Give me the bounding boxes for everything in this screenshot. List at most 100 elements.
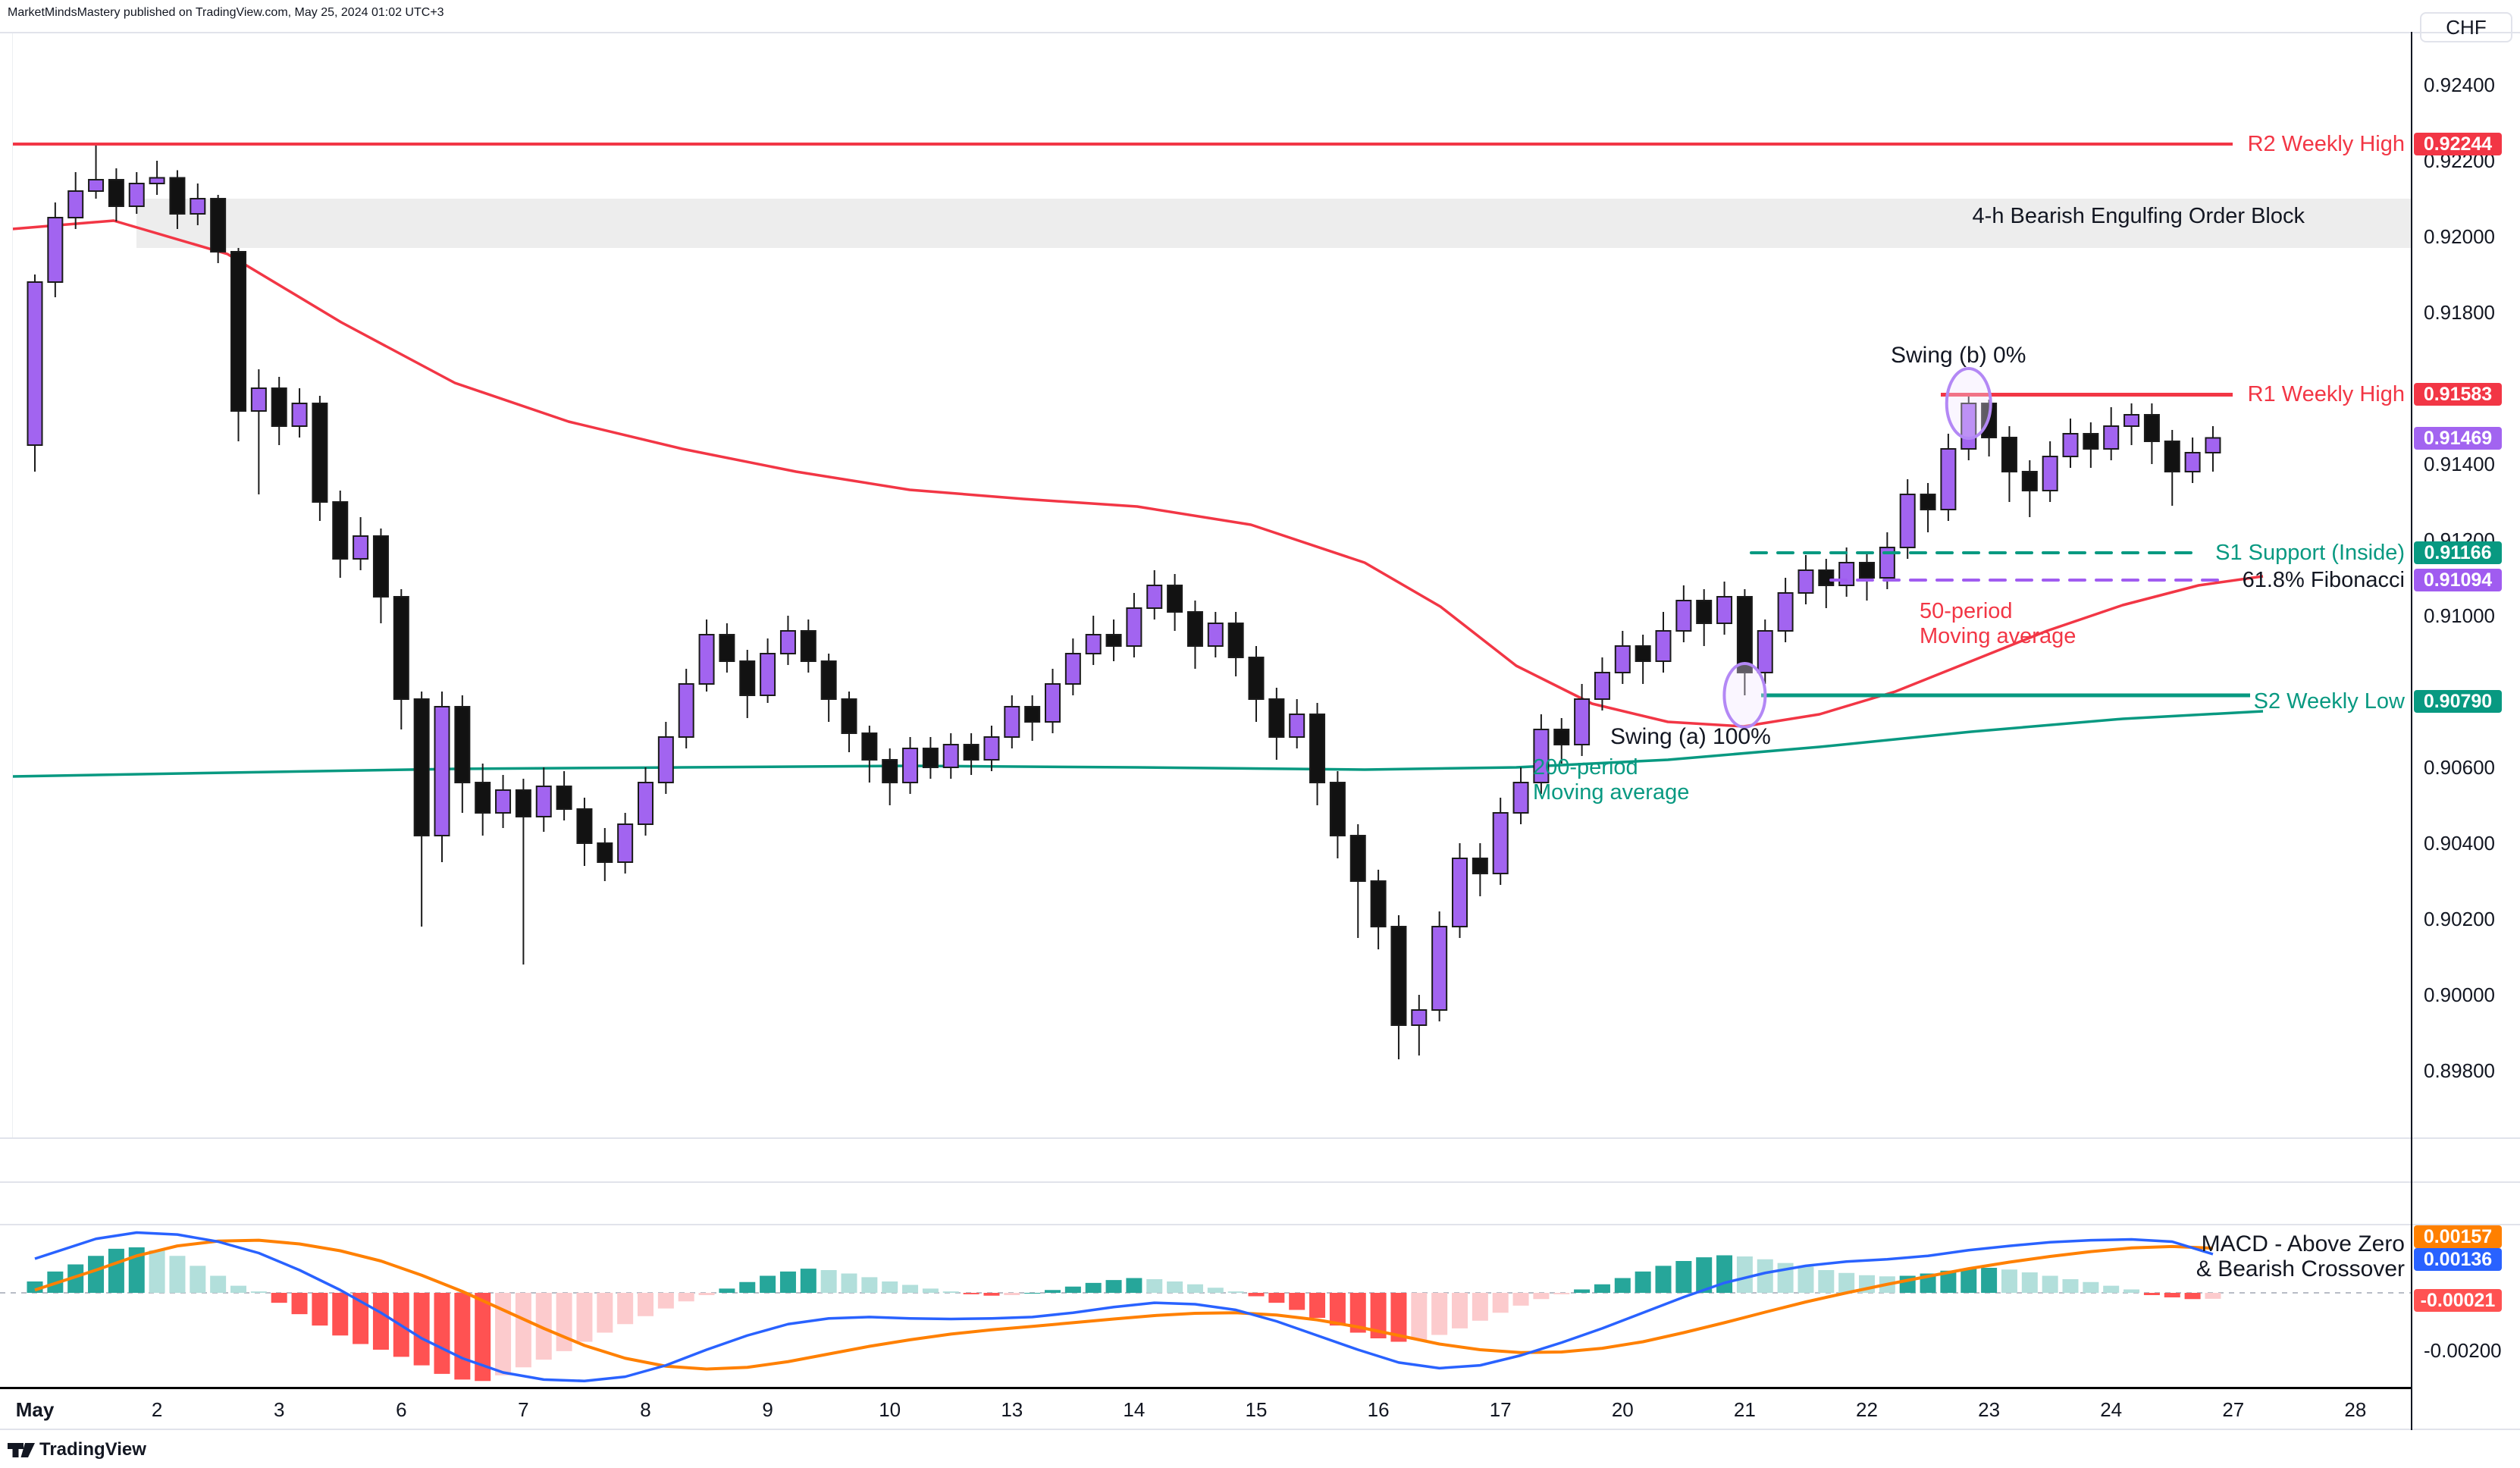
ma200-line [11,710,2264,778]
r2-price-badge: 0.92244 [2414,133,2502,155]
candle-body [27,281,43,446]
candle-body [1716,596,1733,624]
macd-histogram-bar [2143,1293,2160,1295]
macd-histogram-bar [861,1277,878,1293]
macd-histogram-bar [2062,1279,2079,1293]
candle-body [861,732,878,761]
candle-body [1370,880,1387,927]
swing-b-label[interactable]: Swing (b) 0% [1891,343,2026,368]
macd-histogram-bar [190,1266,206,1293]
tradingview-logo-icon[interactable] [8,1439,36,1462]
price-tick-label: 0.92400 [2424,74,2495,96]
macd-histogram-bar [1736,1256,1753,1293]
swing-b-circle [1945,367,1992,440]
candle-body [779,630,796,654]
ma50-label[interactable]: 50-period Moving average [1920,599,2076,649]
macd-histogram-bar [1227,1291,1244,1293]
price-axis-line [2411,32,2412,1430]
candle-body [1472,858,1488,874]
candle-body [149,177,165,184]
macd-histogram-bar [1675,1261,1692,1293]
macd-histogram-bar [1512,1293,1529,1306]
date-tick-label: 14 [1123,1398,1146,1421]
macd-histogram-bar [291,1293,308,1315]
candle-body [1105,634,1122,647]
macd-histogram-bar [2042,1275,2058,1293]
macd-histogram-bar [1207,1288,1224,1293]
candle-body [841,698,857,734]
macd-histogram-bar [230,1285,246,1293]
macd-histogram-bar [2001,1269,2017,1293]
macd-histogram-bar [1268,1293,1285,1303]
date-tick-label: 21 [1733,1398,1756,1421]
macd-note-label[interactable]: MACD - Above Zero & Bearish Crossover [2196,1231,2405,1281]
candle-body [1696,600,1713,624]
candle-body [2184,452,2201,472]
candle-body [1248,657,1265,700]
macd-histogram-bar [1431,1293,1448,1335]
candle-body [372,535,389,598]
r1-level-label[interactable]: R1 Weekly High [2247,382,2405,406]
macd-histogram-bar [1126,1278,1142,1293]
macd-histogram-bar [88,1256,105,1293]
s1-level-label[interactable]: S1 Support (Inside) [2215,541,2405,565]
pane-separator-price-bottom[interactable] [0,1137,2520,1139]
date-tick-label: 6 [396,1398,407,1421]
r2-level-label[interactable]: R2 Weekly High [2247,132,2405,156]
macd-histogram-bar [1594,1284,1610,1293]
macd-histogram-bar [495,1293,512,1375]
macd-histogram-bar [1349,1293,1366,1333]
macd-histogram-bar [475,1293,491,1382]
footer-brand-text[interactable]: TradingView [39,1439,146,1460]
date-tick-label: 22 [1856,1398,1878,1421]
macd-histogram-bar [1614,1278,1631,1293]
candle-body [2205,437,2221,453]
macd-note-line2: & Bearish Crossover [2196,1256,2405,1281]
candle-body [2062,433,2079,457]
ma200-label-line2: Moving average [1533,780,1690,805]
candle-body [454,706,471,783]
candle-body [108,179,124,207]
candle-body [1655,630,1672,662]
candle-body [1024,706,1041,723]
candle-body [1736,596,1753,673]
macd-histogram-bar [250,1291,267,1293]
macd-histogram-bar [413,1293,430,1366]
time-axis-line [0,1387,2411,1389]
candle-body [2083,433,2099,450]
macd-histogram-bar [1289,1293,1305,1310]
ma200-label[interactable]: 200-period Moving average [1533,755,1689,805]
pane-separator-strip[interactable] [0,1181,2520,1183]
macd-histogram-bar [535,1293,552,1360]
macd-histogram-bar [1329,1293,1346,1326]
macd-histogram-bar [372,1293,389,1350]
macd-histogram-bar [1186,1284,1203,1293]
candle-body [1329,782,1346,836]
macd-histogram-bar [1146,1279,1163,1293]
candle-body [1309,714,1326,783]
macd-histogram-bar [983,1293,1000,1296]
order-block-label[interactable]: 4-h Bearish Engulfing Order Block [1972,204,2305,228]
currency-box[interactable]: CHF [2420,12,2512,42]
date-tick-label: 9 [762,1398,773,1421]
macd-histogram-bar [1655,1266,1672,1293]
macd-histogram-bar [841,1273,857,1293]
candle-body [1004,706,1020,738]
date-tick-label: 15 [1245,1398,1268,1421]
macd-histogram-bar [1757,1259,1773,1293]
macd-histogram-bar [353,1293,369,1344]
candle-body [576,808,593,844]
fib-level-label[interactable]: 61.8% Fibonacci [2242,568,2405,592]
macd-histogram-bar [1411,1293,1428,1340]
candle-body [1146,585,1163,609]
swing-a-label[interactable]: Swing (a) 100% [1610,724,1771,749]
macd-histogram-bar [657,1293,674,1309]
price-tick-label: 0.90600 [2424,756,2495,779]
s2-level-label[interactable]: S2 Weekly Low [2253,689,2405,714]
price-tick-label: 0.90000 [2424,983,2495,1006]
candle-body [983,736,1000,761]
pane-separator-macd-top[interactable] [0,1224,2520,1225]
price-tick-label: 0.91000 [2424,604,2495,627]
